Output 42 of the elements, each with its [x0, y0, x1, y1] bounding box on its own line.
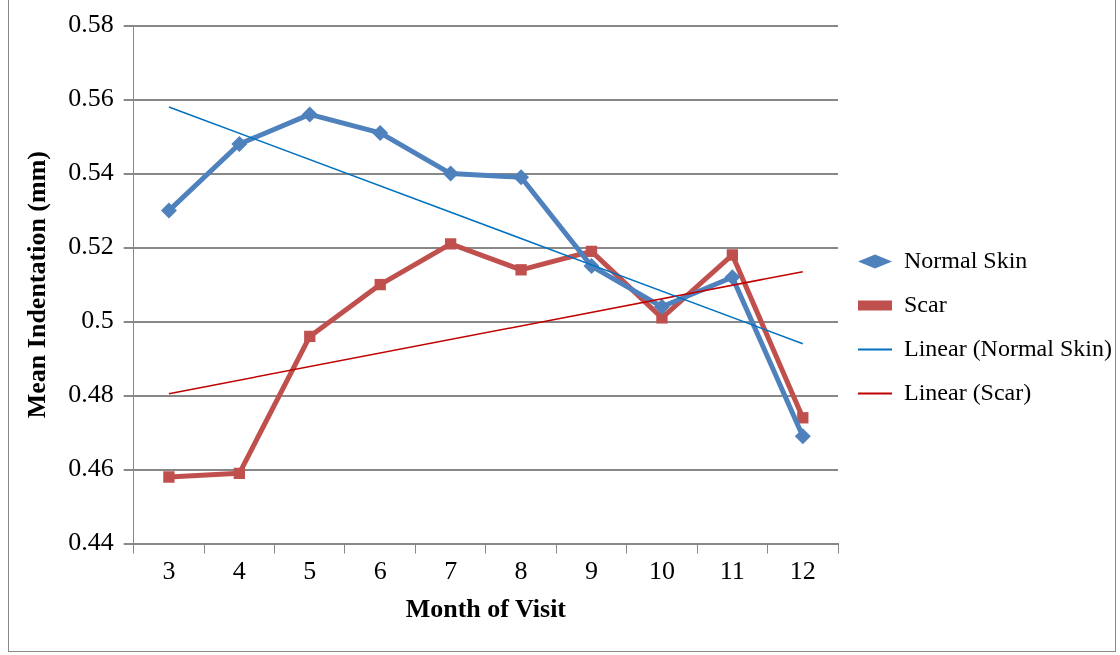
x-tick-label: 9	[584, 556, 598, 586]
legend-label: Scar	[904, 290, 947, 317]
point	[585, 245, 598, 257]
x-tick-label: 8	[514, 556, 528, 586]
y-tick-label: 0.5	[81, 305, 114, 335]
point	[163, 471, 175, 483]
y-tick-label: 0.56	[68, 83, 114, 113]
point	[515, 264, 527, 276]
y-tick-label: 0.48	[68, 379, 114, 409]
point	[160, 202, 177, 219]
point	[233, 467, 245, 479]
point	[304, 330, 316, 343]
point	[301, 106, 318, 123]
point	[724, 269, 741, 286]
legend-label: Linear (Normal Skin)	[904, 334, 1112, 361]
point	[442, 165, 459, 182]
point	[653, 298, 670, 315]
x-tick-label: 10	[648, 556, 675, 586]
x-tick-label: 12	[789, 556, 816, 586]
y-tick-label: 0.46	[68, 453, 114, 483]
y-axis-title: Mean Indentation (mm)	[22, 150, 52, 419]
x-tick-label: 11	[719, 556, 745, 586]
legend-label: Normal Skin	[904, 246, 1028, 273]
x-axis-title: Month of Visit	[405, 594, 567, 624]
y-tick-label: 0.54	[68, 157, 114, 187]
point	[231, 136, 248, 152]
point	[513, 169, 530, 186]
x-tick-label: 6	[373, 556, 387, 586]
point	[444, 238, 457, 250]
x-tick-label: 7	[444, 556, 458, 586]
point	[726, 249, 739, 261]
x-tick-label: 5	[303, 556, 317, 586]
point	[372, 124, 389, 141]
y-tick-label: 0.52	[68, 231, 114, 261]
y-tick-label: 0.58	[68, 9, 114, 39]
point	[656, 312, 668, 324]
point	[794, 428, 811, 445]
legend-label: Linear (Scar)	[904, 378, 1032, 405]
y-tick-label: 0.44	[68, 527, 114, 557]
point	[374, 278, 386, 291]
x-tick-label: 4	[232, 556, 246, 586]
x-tick-label: 3	[162, 556, 176, 586]
